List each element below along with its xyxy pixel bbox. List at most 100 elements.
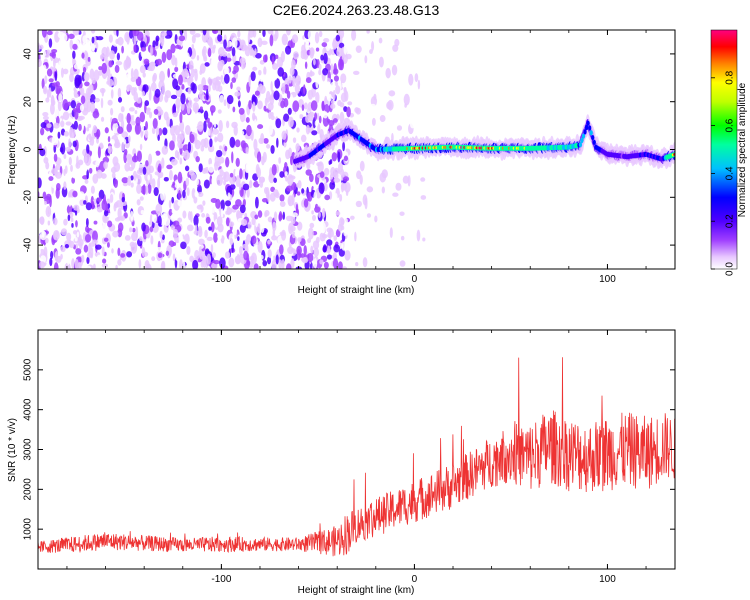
noise-blob [329,173,334,180]
noise-blob [237,236,240,241]
noise-blob [189,30,196,35]
noise-blob [72,43,78,50]
noise-blob [39,148,46,157]
noise-blob [238,107,245,115]
noise-blob [128,135,131,143]
noise-blob [46,30,53,36]
noise-blob [229,183,236,190]
noise-blob [114,64,120,73]
noise-blob [60,245,66,253]
noise-blob [394,38,400,47]
noise-blob [318,30,323,38]
snr-y-ticks: 1000 2000 3000 4000 5000 [23,358,675,540]
noise-blob [237,100,241,108]
noise-blob [133,44,137,53]
y-tick-label: -40 [23,237,34,252]
noise-blob [77,261,82,269]
noise-blob [303,245,307,256]
noise-blob [237,30,241,38]
noise-blob [193,215,199,227]
noise-blob [317,123,321,135]
noise-blob [127,258,132,269]
noise-blob [72,107,79,113]
noise-blob [258,83,263,92]
y-tick-label: 2000 [23,478,34,501]
noise-blob [269,167,273,179]
noise-blob [53,262,59,269]
noise-blob [121,131,128,139]
noise-blob [171,54,176,66]
noise-blob [186,187,190,196]
noise-blob [45,205,52,218]
noise-blob [48,38,53,48]
noise-blob [91,36,95,44]
noise-blob [303,102,308,110]
noise-blob [366,186,374,193]
noise-blob [226,94,234,105]
noise-blob [154,88,161,98]
noise-blob [220,189,224,201]
noise-blob [264,209,270,217]
y-tick-label: 5000 [23,358,34,381]
y-tick-label: 0 [23,146,34,152]
noise-blob [41,30,47,38]
noise-blob [55,163,61,171]
noise-blob [422,237,426,242]
noise-blob [189,113,196,121]
noise-blob [63,130,69,137]
noise-blob [223,39,227,49]
noise-blob [285,45,292,55]
noise-blob [108,60,113,68]
noise-blob [107,145,112,155]
noise-blob [362,257,368,268]
noise-blob [93,69,100,81]
noise-blob [100,97,104,109]
noise-blob [241,121,248,129]
noise-blob [142,84,149,93]
noise-blob [166,164,173,170]
noise-blob [149,226,154,233]
noise-blob [276,137,279,148]
snr-panel: -100 0 100 1000 2000 3000 4000 5000 Height of … [7,329,676,596]
noise-blob [176,133,184,144]
noise-blob [84,81,90,87]
noise-blob [194,249,200,261]
noise-blob [128,30,134,39]
noise-blob [407,175,411,187]
noise-blob [296,191,301,196]
noise-blob [88,145,94,151]
noise-blob [274,78,281,89]
noise-blob [90,30,96,34]
noise-blob [72,59,77,65]
noise-blob [207,163,215,173]
noise-blob [327,94,331,106]
noise-blob [204,62,210,67]
noise-blob [66,232,72,242]
noise-blob [101,62,107,74]
noise-blob [106,67,111,77]
noise-blob [186,224,194,232]
noise-blob [275,191,280,199]
noise-blob [56,255,62,263]
noise-blob [109,50,116,60]
noise-blob [152,118,158,129]
noise-blob [252,101,256,112]
noise-blob [195,112,202,117]
noise-blob [267,216,273,223]
noise-blob [40,127,45,136]
noise-blob [218,119,223,132]
noise-blob [299,114,304,119]
noise-blob [185,124,191,135]
noise-blob [62,91,68,102]
noise-blob [350,215,355,220]
noise-blob [263,66,267,76]
noise-blob [132,227,136,233]
noise-blob [83,200,87,205]
noise-blob [215,149,223,158]
noise-blob [211,262,218,269]
noise-blob [315,76,319,89]
noise-blob [294,83,301,94]
noise-blob [142,142,148,149]
noise-blob [268,111,272,120]
noise-blob [374,234,378,247]
